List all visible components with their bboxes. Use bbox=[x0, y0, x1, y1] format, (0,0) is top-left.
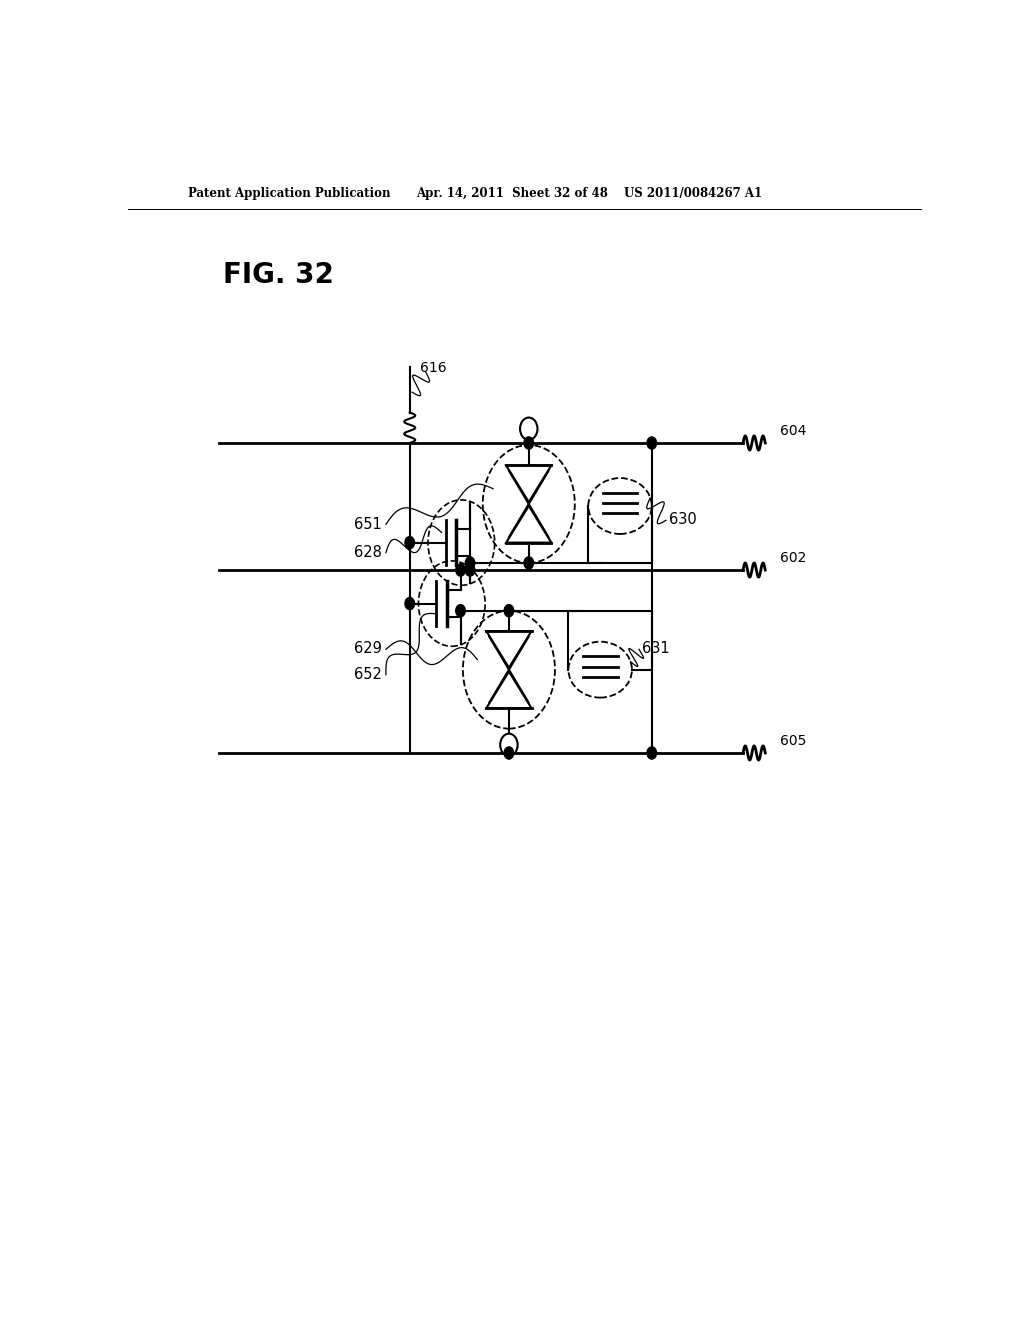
Circle shape bbox=[456, 564, 465, 576]
Text: Patent Application Publication: Patent Application Publication bbox=[187, 187, 390, 201]
Text: 631: 631 bbox=[642, 642, 670, 656]
Text: 604: 604 bbox=[780, 424, 807, 438]
Text: 630: 630 bbox=[670, 512, 697, 527]
Circle shape bbox=[465, 557, 475, 569]
Text: US 2011/0084267 A1: US 2011/0084267 A1 bbox=[624, 187, 762, 201]
Text: FIG. 32: FIG. 32 bbox=[223, 261, 334, 289]
Circle shape bbox=[404, 536, 415, 549]
Circle shape bbox=[647, 437, 656, 449]
Text: 605: 605 bbox=[780, 734, 807, 748]
Circle shape bbox=[647, 747, 656, 759]
Text: 652: 652 bbox=[354, 667, 382, 682]
Circle shape bbox=[504, 605, 514, 616]
Circle shape bbox=[500, 734, 518, 756]
Circle shape bbox=[456, 605, 465, 616]
Text: 651: 651 bbox=[354, 517, 382, 532]
Circle shape bbox=[520, 417, 538, 440]
Text: 629: 629 bbox=[354, 642, 382, 656]
Text: 628: 628 bbox=[354, 545, 382, 560]
Text: 602: 602 bbox=[780, 550, 807, 565]
Circle shape bbox=[524, 437, 534, 449]
Circle shape bbox=[504, 747, 514, 759]
Circle shape bbox=[465, 564, 475, 576]
Text: 616: 616 bbox=[420, 360, 446, 375]
Text: Apr. 14, 2011  Sheet 32 of 48: Apr. 14, 2011 Sheet 32 of 48 bbox=[416, 187, 608, 201]
Circle shape bbox=[524, 557, 534, 569]
Circle shape bbox=[404, 598, 415, 610]
